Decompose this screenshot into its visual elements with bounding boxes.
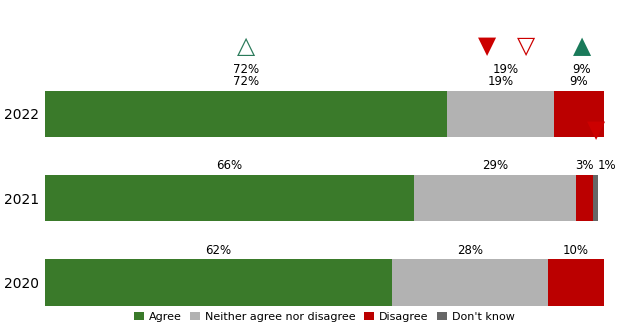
Text: 10%: 10% (563, 244, 589, 257)
Text: 29%: 29% (482, 160, 508, 172)
Text: 3%: 3% (575, 160, 594, 172)
Text: 62%: 62% (205, 244, 231, 257)
Bar (576, 175, 593, 221)
Text: 72%: 72% (233, 63, 259, 76)
Bar (447, 91, 554, 137)
Bar (391, 259, 548, 306)
Bar (45, 175, 414, 221)
Text: ▼: ▼ (586, 118, 605, 142)
Text: 9%: 9% (573, 63, 591, 76)
Bar (45, 91, 447, 137)
Text: ▽: ▽ (517, 34, 535, 58)
Text: ▼: ▼ (478, 34, 496, 58)
Text: 19%: 19% (493, 63, 519, 76)
Bar (554, 91, 604, 137)
Text: 28%: 28% (457, 244, 483, 257)
Text: ▲: ▲ (573, 34, 591, 58)
Text: 72%: 72% (233, 75, 259, 88)
Text: △: △ (237, 34, 255, 58)
Text: 9%: 9% (569, 75, 588, 88)
Text: 1%: 1% (597, 160, 616, 172)
Bar (548, 259, 604, 306)
Bar (593, 175, 599, 221)
Legend: Agree, Neither agree nor disagree, Disagree, Don't know: Agree, Neither agree nor disagree, Disag… (130, 307, 519, 327)
Bar (414, 175, 576, 221)
Text: 66%: 66% (216, 160, 242, 172)
Bar (45, 259, 391, 306)
Text: 19%: 19% (487, 75, 514, 88)
